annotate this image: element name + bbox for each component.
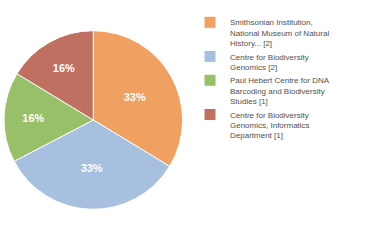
svg-text:33%: 33% (81, 162, 103, 174)
svg-text:Paul Hebert Centre for DNABarc: Paul Hebert Centre for DNABarcoding and … (230, 76, 330, 106)
svg-text:Smithsonian Institution,Nation: Smithsonian Institution,National Museum … (230, 18, 329, 48)
svg-text:16%: 16% (22, 112, 44, 124)
svg-text:16%: 16% (53, 62, 75, 74)
svg-text:Centre for BiodiversityGenomic: Centre for BiodiversityGenomics, Informa… (230, 111, 310, 141)
svg-text:33%: 33% (124, 91, 146, 103)
svg-text:Centre for BiodiversityGenomic: Centre for BiodiversityGenomics [2] (230, 53, 309, 72)
